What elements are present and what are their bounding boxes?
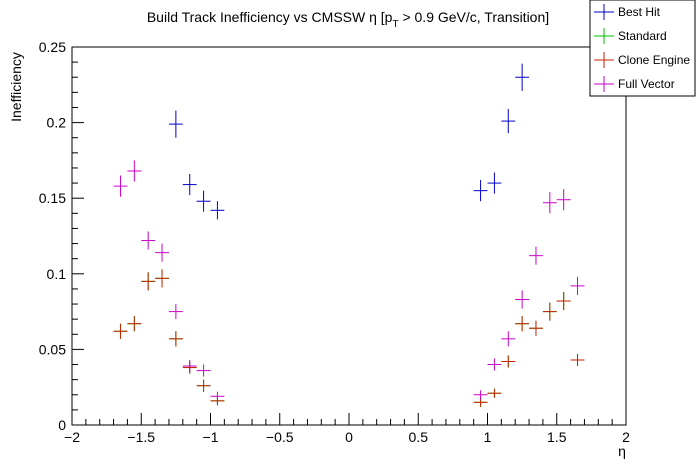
chart-title-subscript: T [392,19,398,30]
data-point [487,172,502,194]
data-point [196,364,211,377]
data-point [127,316,142,332]
legend-entry-best-hit: Best Hit [594,4,661,20]
data-point [542,192,557,214]
chart-title-prefix: Build Track Inefficiency vs CMSSW η [p [147,9,393,25]
data-point [529,246,543,265]
data-point [196,190,211,212]
legend: Best Hit Standard Clone Engine Full Vector [589,0,696,97]
data-point [196,379,211,392]
data-point [515,316,530,332]
data-point [542,302,557,321]
data-point [141,272,156,291]
x-tick-label: −0.5 [266,429,294,445]
data-point [529,320,543,336]
data-point [473,180,488,202]
legend-label: Best Hit [618,5,661,19]
data-point [182,174,197,196]
y-tick-label: 0.2 [47,115,67,131]
series-clone-engine [113,269,585,407]
data-point [556,291,571,311]
chart-title: Build Track Inefficiency vs CMSSW η [pT … [147,9,549,30]
series-best-hit [168,63,530,220]
series-layer [113,63,585,407]
legend-label: Full Vector [618,77,675,91]
data-point [556,189,571,211]
chart-title-suffix: > 0.9 GeV/c, Transition] [399,9,550,25]
data-point [473,390,488,400]
legend-entry-full-vector: Full Vector [594,76,675,92]
data-point [501,108,516,134]
data-point [127,160,142,182]
data-point [155,269,169,288]
data-point [210,201,225,220]
data-point [155,243,169,262]
series-full-vector [113,160,585,401]
data-point [168,110,183,138]
data-point [168,304,183,320]
data-point [210,391,225,401]
y-tick-label: 0 [58,417,66,433]
x-tick-label: 1 [484,429,492,445]
x-tick-label: 0 [345,429,353,445]
data-point [168,331,183,347]
y-axis-title: Inefficiency [8,52,24,122]
data-point [141,231,156,250]
data-point [501,331,516,347]
data-point [487,358,502,371]
x-tick-label: 0.5 [409,429,429,445]
x-axis-title: η [618,443,626,459]
data-point [113,175,128,197]
y-tick-label: 0.05 [39,341,66,357]
x-tick-label: −1 [203,429,219,445]
data-point [487,388,502,398]
y-tick-label: 0.1 [47,266,67,282]
y-axis: 0 0.05 0.1 0.15 0.2 0.25 [39,39,84,433]
data-point [570,276,585,295]
legend-entry-standard: Standard [594,28,667,44]
legend-entry-clone-engine: Clone Engine [594,52,690,68]
data-point [182,359,197,373]
data-point [113,323,128,339]
legend-box [589,0,696,97]
x-tick-label: 1.5 [547,429,567,445]
data-point [501,355,516,368]
data-point [515,63,530,91]
x-tick-label: −2 [64,429,80,445]
legend-label: Clone Engine [618,53,690,67]
y-tick-label: 0.25 [39,39,66,55]
data-point [570,353,585,367]
legend-label: Standard [618,29,667,43]
x-tick-label: 2 [622,429,630,445]
y-tick-label: 0.15 [39,190,66,206]
data-point [515,290,530,309]
x-tick-label: −1.5 [127,429,155,445]
x-axis: −2 −1.5 −1 −0.5 0 0.5 1 1.5 2 [64,413,630,445]
